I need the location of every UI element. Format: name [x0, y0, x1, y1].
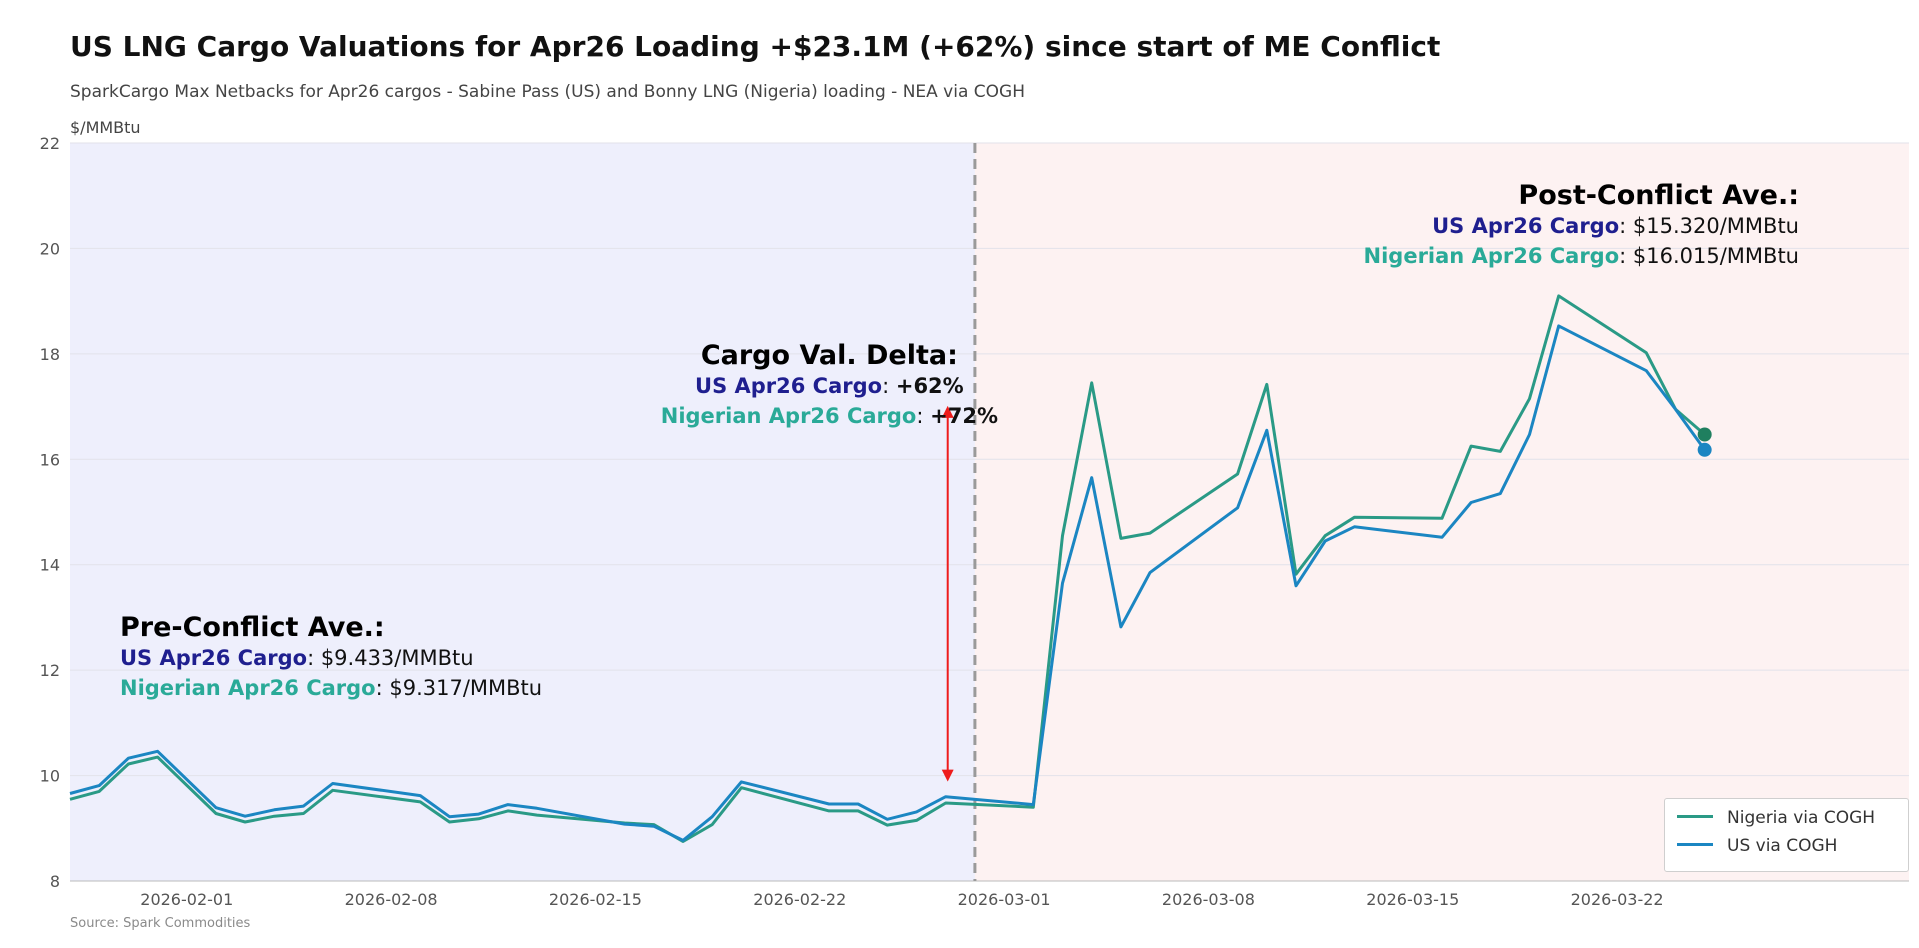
pre-conflict-region [70, 143, 975, 881]
pre-conflict-heading: Pre-Conflict Ave.: [120, 612, 385, 643]
pre-ng-label: Nigerian Apr26 Cargo [120, 676, 376, 700]
series-tail-us [1674, 408, 1706, 451]
y-tick-label: 14 [40, 556, 60, 575]
legend-item-nigeria: Nigeria via COGH [1677, 808, 1875, 830]
y-tick-label: 20 [40, 239, 60, 258]
y-tick-label: 22 [40, 134, 60, 153]
x-tick-label: 2026-02-08 [345, 890, 438, 909]
y-axis-units: $/MMBtu [70, 118, 141, 137]
endpoint-marker-nigeria [1697, 427, 1712, 442]
post-conflict-annotation: Post-Conflict Ave.: US Apr26 Cargo: $15.… [1364, 180, 1799, 271]
delta-annotation: Cargo Val. Delta: US Apr26 Cargo: +62% N… [661, 340, 998, 431]
x-tick-label: 2026-03-01 [958, 890, 1051, 909]
legend-item-us: US via COGH [1677, 836, 1837, 858]
y-tick-label: 10 [40, 767, 60, 786]
chart-subtitle: SparkCargo Max Netbacks for Apr26 cargos… [70, 82, 1025, 102]
chart-title: US LNG Cargo Valuations for Apr26 Loadin… [70, 30, 1441, 63]
post-conflict-region [974, 143, 1909, 881]
legend-label-nigeria: Nigeria via COGH [1727, 808, 1876, 828]
delta-heading: Cargo Val. Delta: [700, 340, 958, 371]
post-ng-value: : $16.015/MMBtu [1619, 244, 1799, 268]
y-tick-label: 12 [40, 661, 60, 680]
pre-ng-value: : $9.317/MMBtu [375, 676, 543, 700]
post-us-value: : $15.320/MMBtu [1619, 214, 1799, 238]
pre-conflict-annotation: Pre-Conflict Ave.: US Apr26 Cargo: $9.43… [120, 612, 542, 703]
series-line-us [69, 324, 1677, 842]
y-tick-label: 18 [40, 345, 60, 364]
x-tick-label: 2026-03-22 [1571, 890, 1664, 909]
delta-sep-1: : [882, 374, 896, 398]
delta-sep-2: : [916, 404, 931, 428]
legend-swatch-nigeria [1677, 814, 1713, 818]
x-tick-label: 2026-02-01 [140, 890, 233, 909]
post-us-label: US Apr26 Cargo [1432, 214, 1620, 238]
post-conflict-heading: Post-Conflict Ave.: [1518, 180, 1799, 211]
delta-us-value: +62% [895, 374, 964, 398]
y-tick-label: 8 [50, 872, 60, 891]
series-line-nigeria [69, 294, 1677, 843]
delta-ng-value: +72% [930, 404, 998, 428]
chart-legend: Nigeria via COGH US via COGH [1664, 798, 1909, 872]
legend-swatch-us [1677, 842, 1713, 846]
x-tick-label: 2026-03-15 [1366, 890, 1459, 909]
y-tick-label: 16 [40, 450, 60, 469]
pre-us-label: US Apr26 Cargo [120, 646, 308, 670]
x-tick-label: 2026-03-08 [1162, 890, 1255, 909]
post-ng-label: Nigerian Apr26 Cargo [1363, 244, 1620, 268]
legend-label-us: US via COGH [1727, 836, 1838, 856]
endpoint-marker-us [1697, 442, 1712, 457]
delta-ng-label: Nigerian Apr26 Cargo [660, 404, 917, 428]
x-tick-label: 2026-02-22 [753, 890, 846, 909]
delta-us-label: US Apr26 Cargo [695, 374, 883, 398]
source-note: Source: Spark Commodities [70, 916, 251, 931]
x-tick-label: 2026-02-15 [549, 890, 642, 909]
pre-us-value: : $9.433/MMBtu [307, 646, 474, 670]
